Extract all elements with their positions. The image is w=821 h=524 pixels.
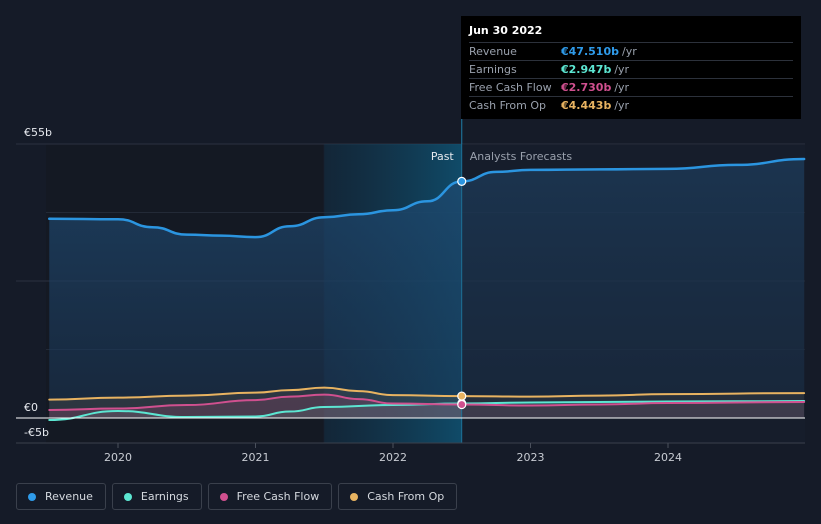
series-areas	[49, 158, 805, 420]
legend-item-free-cash-flow[interactable]: Free Cash Flow	[207, 483, 333, 510]
legend-item-cash-from-op[interactable]: Cash From Op	[338, 483, 458, 510]
marker-cash-from-op	[457, 391, 467, 401]
tooltip: Jun 30 2022 Revenue €47.510b /yr Earning…	[461, 16, 801, 119]
x-tick-label: 2022	[379, 451, 407, 464]
x-tick-label: 2024	[654, 451, 682, 464]
forecast-shade	[461, 144, 805, 443]
hover-markers	[457, 176, 467, 410]
legend-label: Cash From Op	[367, 490, 445, 503]
line-revenue	[48, 157, 806, 239]
x-tick-label: 2023	[517, 451, 545, 464]
tooltip-row-cash-from-op: Cash From Op €4.443b /yr	[469, 96, 793, 114]
legend-dot-icon	[350, 492, 359, 501]
legend-dot-icon	[28, 492, 36, 501]
tooltip-label: Earnings	[469, 63, 517, 76]
tooltip-value: €2.947b	[561, 63, 612, 76]
line-free-cash-flow	[48, 393, 806, 412]
legend-label: Earnings	[140, 490, 189, 503]
y-tick-top: €55b	[24, 126, 52, 139]
line-cash-from-op	[48, 386, 806, 401]
tooltip-value: €4.443b	[561, 99, 612, 112]
area-free-cash-flow	[49, 394, 805, 418]
tooltip-label: Revenue	[469, 45, 517, 58]
forecast-label: Analysts Forecasts	[470, 150, 573, 163]
x-tick-label: 2020	[104, 451, 132, 464]
legend-item-revenue[interactable]: Revenue	[16, 483, 106, 510]
marker-revenue	[457, 176, 467, 186]
legend-item-earnings[interactable]: Earnings	[111, 483, 202, 510]
tooltip-unit: /yr	[614, 63, 630, 76]
tooltip-label: Cash From Op	[469, 99, 547, 112]
tooltip-unit: /yr	[621, 45, 637, 58]
legend: Revenue Earnings Free Cash Flow Cash Fro…	[16, 483, 458, 510]
tooltip-unit: /yr	[614, 99, 630, 112]
area-earnings	[49, 401, 805, 420]
legend-label: Revenue	[45, 490, 93, 503]
series-lines	[48, 157, 806, 421]
tooltip-label: Free Cash Flow	[469, 81, 552, 94]
y-tick-bottom: -€5b	[24, 426, 49, 439]
legend-dot-icon	[219, 492, 228, 501]
line-earnings	[48, 400, 806, 421]
area-cash-from-op	[49, 387, 805, 418]
x-tick-label: 2021	[242, 451, 270, 464]
tooltip-row-revenue: Revenue €47.510b /yr	[469, 42, 793, 60]
tooltip-unit: /yr	[614, 81, 630, 94]
past-label: Past	[431, 150, 455, 163]
tooltip-date: Jun 30 2022	[469, 24, 543, 37]
tooltip-value: €2.730b	[561, 81, 612, 94]
tooltip-value: €47.510b	[561, 45, 619, 58]
y-tick-zero: €0	[24, 401, 38, 414]
tooltip-row-free-cash-flow: Free Cash Flow €2.730b /yr	[469, 78, 793, 96]
legend-dot-icon	[123, 492, 132, 501]
legend-label: Free Cash Flow	[236, 490, 320, 503]
x-axis: 2020 2021 2022 2023 2024	[16, 442, 805, 464]
tooltip-row-earnings: Earnings €2.947b /yr	[469, 60, 793, 78]
area-revenue	[49, 158, 805, 419]
marker-free-cash-flow	[457, 399, 467, 410]
